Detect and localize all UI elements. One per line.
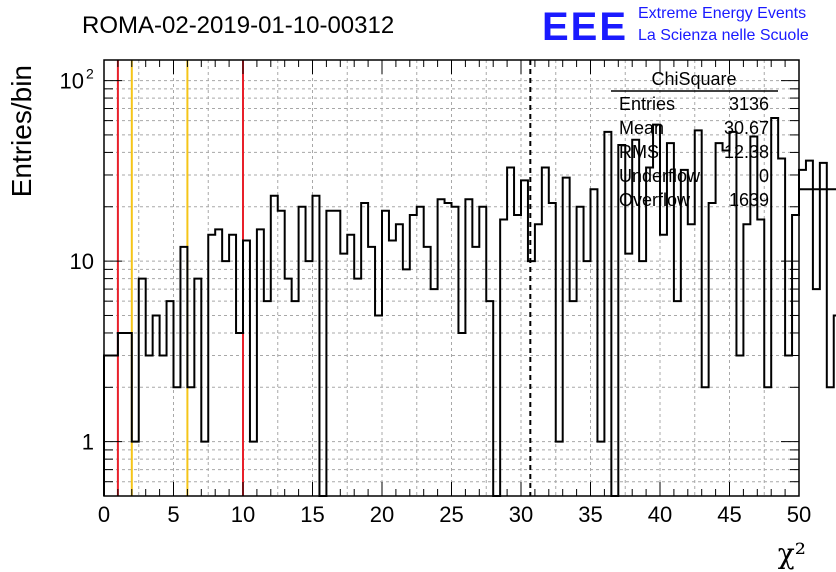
x-tick-label: 35 [578,502,602,527]
stats-label: Mean [619,118,664,138]
x-tick-label: 25 [439,502,463,527]
logo-mark: EEE [542,5,628,49]
x-tick-label: 0 [98,502,110,527]
stats-value: 30.67 [724,118,769,138]
stats-value: 0 [759,166,769,186]
stats-label: Overflow [619,190,691,210]
stats-value: 12.38 [724,142,769,162]
x-tick-label: 50 [787,502,811,527]
stats-value: 1639 [729,190,769,210]
stats-label: Underflow [619,166,701,186]
x-tick-label: 5 [167,502,179,527]
y-tick-label: 10 [70,249,94,274]
x-tick-label: 20 [370,502,394,527]
y-tick-exponent: 2 [86,66,94,82]
stats-label: RMS [619,142,659,162]
chart-title: ROMA-02-2019-01-10-00312 [82,12,394,39]
y-tick-label: 1 [82,430,94,455]
stats-box: ChiSquare Entries 3136 Mean 30.67 RMS 12.38 Un… [611,69,778,210]
x-tick-label: 30 [509,502,533,527]
x-axis-label: χ² [778,537,806,570]
x-tick-label: 40 [648,502,672,527]
eee-logo: EEE Extreme Energy Events La Scienza nel… [542,5,809,49]
y-axis-label: Entries/bin [6,65,37,197]
x-tick-label: 15 [300,502,324,527]
x-tick-label: 10 [231,502,255,527]
stats-label: Entries [619,94,675,114]
y-tick-label: 10 [60,69,84,94]
x-tick-label: 45 [717,502,741,527]
stats-value: 3136 [729,94,769,114]
logo-line2: La Scienza nelle Scuole [638,27,809,44]
logo-line1: Extreme Energy Events [638,5,806,22]
histogram-line [103,117,836,497]
stats-title: ChiSquare [651,69,736,89]
axis-ticks [103,60,800,497]
x-tick-labels: 0 5 10 15 20 25 30 35 40 45 50 [98,502,811,527]
